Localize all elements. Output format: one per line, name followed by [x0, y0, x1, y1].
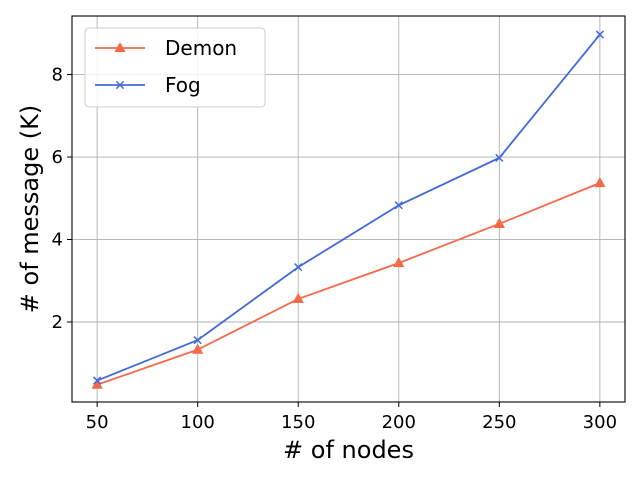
y-tick-label: 8	[52, 65, 63, 86]
data-point-demon	[493, 217, 505, 228]
x-tick-label: 100	[181, 412, 215, 433]
x-axis-ticks: 50 100 150 200 250 300	[86, 402, 617, 433]
data-point-fog	[193, 336, 202, 345]
y-tick-label: 2	[52, 312, 63, 333]
x-tick-label: 250	[482, 412, 516, 433]
x-tick-label: 150	[281, 412, 315, 433]
legend-label-fog: Fog	[165, 73, 201, 97]
data-point-fog	[495, 153, 504, 162]
data-point-demon	[292, 292, 304, 304]
legend-label-demon: Demon	[165, 36, 237, 60]
data-point-fog	[294, 263, 303, 272]
y-axis-label: # of message (K)	[16, 105, 44, 313]
data-point-fog	[394, 201, 403, 210]
series-demon	[91, 176, 606, 389]
series-line-demon	[96, 182, 601, 386]
data-point-fog	[595, 30, 604, 39]
data-point-fog	[93, 376, 102, 385]
data-point-demon	[393, 256, 405, 268]
x-axis-label: # of nodes	[283, 436, 414, 464]
x-tick-label: 200	[382, 412, 416, 433]
legend: Demon Fog	[84, 27, 266, 108]
data-point-demon	[594, 176, 606, 188]
legend-marker-fog	[115, 80, 125, 90]
y-axis-ticks: 2 4 6 8	[52, 65, 72, 333]
legend-marker-demon	[114, 41, 126, 53]
x-tick-label: 300	[583, 412, 617, 433]
y-tick-label: 4	[52, 230, 63, 251]
plot-frame	[71, 15, 626, 403]
series-layer	[91, 30, 606, 389]
y-tick-label: 6	[52, 147, 63, 168]
x-tick-label: 50	[86, 412, 109, 433]
data-point-demon	[192, 343, 204, 354]
series-fog	[93, 30, 604, 385]
series-line-fog	[96, 33, 601, 382]
